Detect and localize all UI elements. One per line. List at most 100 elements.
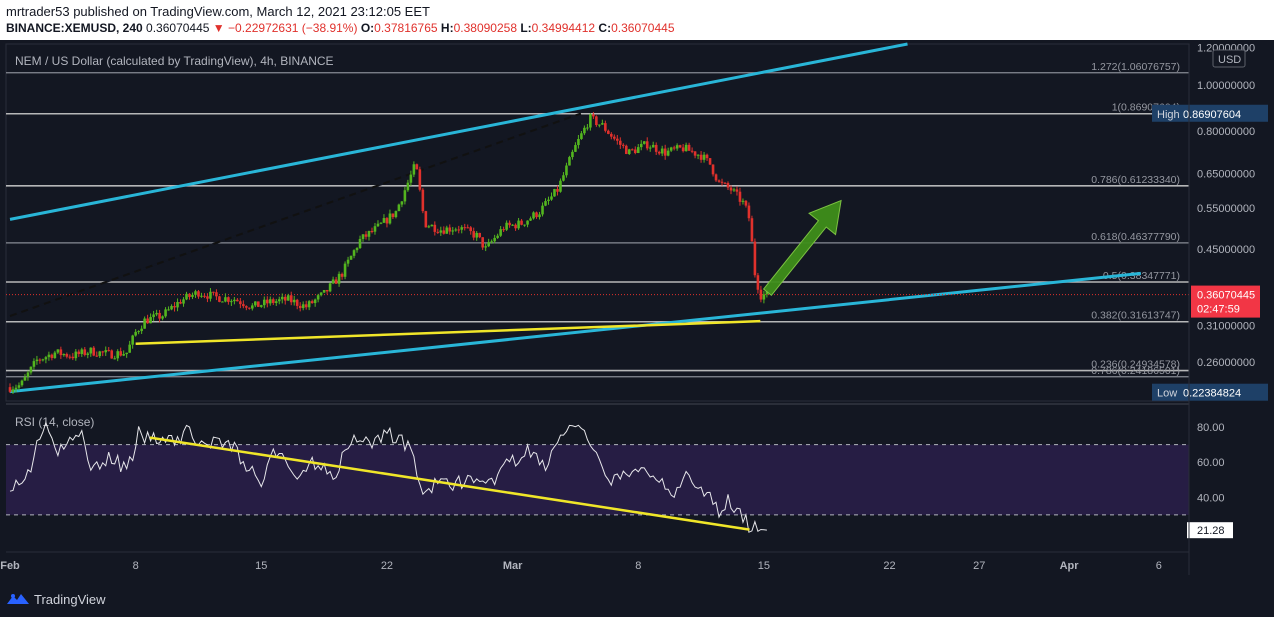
candle (260, 305, 263, 307)
low-label: L: (520, 21, 532, 35)
candle (711, 164, 715, 175)
candle (765, 290, 769, 295)
price-axis[interactable]: 1.200000001.000000000.800000000.65000000… (1197, 42, 1255, 369)
candle (373, 226, 377, 232)
candle (681, 147, 685, 152)
fib-level-label: 0.236(0.24934578) (1091, 359, 1180, 371)
candle (104, 350, 108, 353)
candle (11, 389, 15, 392)
candle (310, 301, 314, 304)
candle (188, 293, 191, 297)
candle (74, 351, 78, 359)
candle (675, 145, 679, 149)
footer: TradingView (0, 581, 1274, 617)
candle (322, 289, 326, 293)
candle (170, 306, 173, 310)
drawings[interactable] (6, 42, 1189, 394)
candle (678, 145, 682, 148)
candle (616, 138, 619, 141)
high-value: 0.38090258 (453, 21, 517, 35)
candle (304, 304, 308, 308)
channel-upper-line (9, 42, 908, 221)
price-tick-label: 0.31000000 (1197, 321, 1255, 333)
last-price: 0.36070445 (146, 21, 210, 35)
candle (328, 283, 332, 292)
last-price-box (1191, 285, 1260, 318)
price-tick-label: 0.80000000 (1197, 126, 1255, 138)
candle (206, 296, 209, 299)
candle (439, 230, 443, 233)
candle (553, 189, 556, 197)
candle (50, 354, 54, 359)
candle (176, 302, 179, 308)
candle (331, 279, 335, 284)
dashed-trend-line (9, 112, 582, 317)
candle (128, 344, 131, 353)
candle (131, 335, 134, 345)
low-marker-value: 0.22384824 (1183, 388, 1241, 400)
candle (729, 187, 733, 191)
candle (257, 301, 260, 307)
candle (230, 301, 233, 303)
candle (340, 273, 344, 277)
candle (559, 180, 562, 192)
candle (262, 299, 266, 306)
bar-countdown: 02:47:59 (1197, 304, 1240, 316)
time-tick-label: Feb (0, 560, 20, 572)
candle (421, 189, 425, 212)
candle (400, 201, 404, 205)
candle (586, 127, 589, 129)
change-arrow-icon: ▼ (212, 21, 225, 35)
fib-retracement[interactable]: 1.272(1.06076757)1(0.86907604)0.786(0.61… (6, 61, 1189, 378)
candle (173, 306, 176, 308)
candle (750, 218, 754, 242)
candle (460, 227, 464, 230)
candle (660, 148, 664, 154)
candle (669, 147, 673, 151)
chart-canvas[interactable]: NEM / US Dollar (calculated by TradingVi… (0, 40, 1274, 581)
time-axis[interactable]: Feb 8 15 22 Mar 8 15 22 27 Apr 6 (0, 560, 1162, 572)
candle (164, 309, 167, 317)
candle (370, 231, 374, 233)
candle (481, 237, 484, 248)
candle (406, 182, 410, 191)
candle (346, 259, 350, 264)
candle (388, 213, 392, 224)
candle (445, 227, 449, 234)
candle (191, 294, 194, 297)
candle (762, 294, 766, 300)
candle (490, 241, 493, 243)
candle (95, 355, 99, 357)
candle (556, 189, 559, 192)
low-marker-label: Low (1157, 388, 1177, 400)
candle (8, 387, 12, 392)
candle (415, 164, 419, 170)
candle (227, 297, 230, 302)
candle (298, 305, 302, 309)
candle (242, 304, 245, 307)
fib-level-label: 1.272(1.06076757) (1091, 61, 1180, 73)
candle (271, 299, 275, 303)
candle (427, 226, 431, 228)
currency-box (1212, 49, 1246, 68)
time-tick-label: Apr (1060, 560, 1080, 572)
candle (448, 227, 452, 232)
candle (598, 124, 601, 126)
close-label: C: (598, 21, 612, 35)
candle (756, 275, 760, 290)
fib-level-label: 0.786(0.61233340) (1091, 174, 1180, 186)
candle (741, 200, 745, 202)
candle (526, 220, 529, 225)
time-tick-label: 22 (381, 560, 393, 572)
candle (699, 154, 703, 160)
time-tick-label: 6 (1156, 560, 1162, 572)
target-arrow[interactable] (762, 199, 842, 296)
candle (248, 307, 251, 309)
candle (454, 229, 458, 231)
price-pane[interactable] (5, 43, 1190, 402)
candle (487, 242, 490, 247)
candle (236, 299, 239, 302)
candle (457, 229, 461, 231)
candle (83, 349, 87, 355)
candle (433, 224, 437, 232)
